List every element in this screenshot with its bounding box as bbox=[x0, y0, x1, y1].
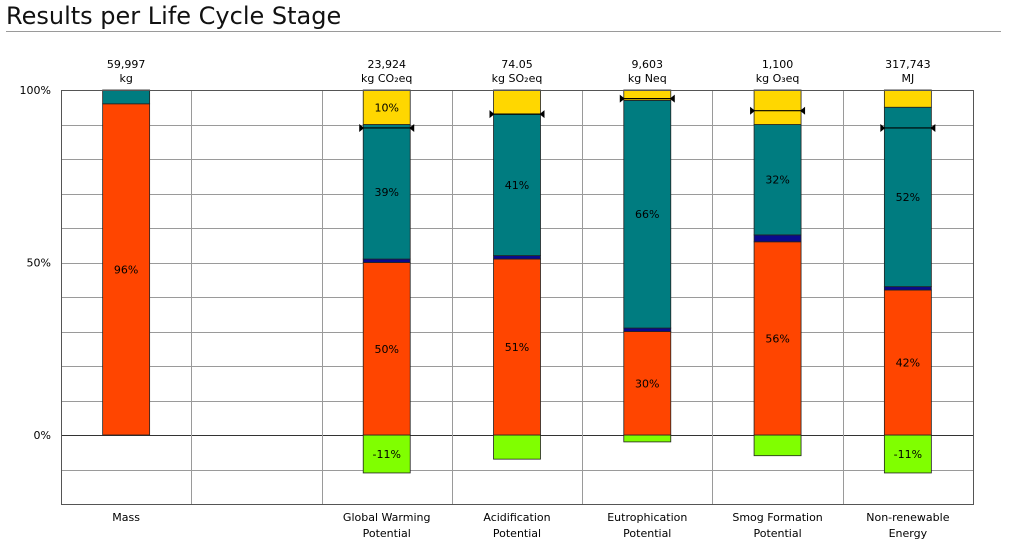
bar-segment-acidification-red bbox=[493, 258, 541, 436]
marker-arrow-left-non-renewable-energy bbox=[880, 123, 886, 132]
category-unit-non-renewable-energy: MJ bbox=[901, 72, 914, 85]
category-total-eutrophication: 9,603 bbox=[632, 58, 664, 71]
x-tick-label-acidification: Potential bbox=[493, 527, 541, 540]
segment-label-mass-red: 96% bbox=[114, 263, 138, 276]
x-tick-label-non-renewable-energy: Non-renewable bbox=[866, 511, 949, 524]
marker-arrow-left-global-warming bbox=[359, 123, 365, 132]
category-total-mass: 59,997 bbox=[107, 58, 146, 71]
y-tick-label: 50% bbox=[27, 257, 51, 270]
bar-segment-global-warming-teal bbox=[362, 124, 411, 260]
bar-segment-non-renewable-energy-teal bbox=[883, 106, 932, 288]
x-tick-label-eutrophication: Eutrophication bbox=[607, 511, 687, 524]
category-unit-global-warming: kg CO₂eq bbox=[361, 72, 412, 85]
category-total-non-renewable-energy: 317,743 bbox=[885, 58, 931, 71]
bar-segment-non-renewable-energy-yellow bbox=[883, 89, 932, 108]
segment-label-acidification-red: 51% bbox=[505, 341, 529, 354]
bar-segment-non-renewable-energy-navy bbox=[883, 286, 932, 291]
x-tick-label-eutrophication: Potential bbox=[623, 527, 671, 540]
plot-border bbox=[61, 90, 974, 505]
marker-arrow-left-acidification bbox=[489, 110, 495, 119]
bar-segment-eutrophication-teal bbox=[623, 99, 672, 329]
segment-label-eutrophication-teal: 66% bbox=[635, 208, 659, 221]
segment-label-global-warming-yellow: 10% bbox=[374, 101, 398, 114]
bar-segment-acidification-yellow bbox=[493, 89, 541, 115]
bar-segment-mass-teal bbox=[102, 89, 151, 105]
page-title: Results per Life Cycle Stage bbox=[6, 2, 342, 30]
segment-label-non-renewable-energy-teal: 52% bbox=[896, 191, 920, 204]
segment-label-non-renewable-energy-green: -11% bbox=[894, 448, 922, 461]
bar-segment-smog-formation-teal bbox=[753, 124, 802, 236]
segment-label-global-warming-teal: 39% bbox=[374, 186, 398, 199]
bar-segment-eutrophication-navy bbox=[623, 327, 672, 332]
segment-label-non-renewable-energy-red: 42% bbox=[896, 357, 920, 370]
x-tick-label-acidification: Acidification bbox=[483, 511, 550, 524]
x-tick-label-smog-formation: Potential bbox=[753, 527, 801, 540]
marker-arrow-right-eutrophication bbox=[669, 94, 675, 103]
segment-label-acidification-teal: 41% bbox=[505, 179, 529, 192]
bar-segment-global-warming-yellow bbox=[362, 89, 411, 125]
category-unit-acidification: kg SO₂eq bbox=[492, 72, 543, 85]
bar-segment-acidification-green bbox=[493, 434, 541, 460]
marker-arrow-left-eutrophication bbox=[619, 94, 625, 103]
category-total-smog-formation: 1,100 bbox=[762, 58, 794, 71]
bar-segment-eutrophication-red bbox=[623, 331, 672, 436]
segment-label-eutrophication-red: 30% bbox=[635, 377, 659, 390]
x-tick-label-smog-formation: Smog Formation bbox=[732, 511, 822, 524]
marker-arrow-right-smog-formation bbox=[800, 106, 806, 115]
y-tick-label: 100% bbox=[20, 84, 51, 97]
bar-segment-smog-formation-navy bbox=[753, 234, 802, 243]
title-divider bbox=[6, 31, 1001, 32]
category-total-acidification: 74.05 bbox=[501, 58, 533, 71]
bar-segment-eutrophication-green bbox=[623, 434, 672, 443]
bar-segment-global-warming-navy bbox=[362, 258, 411, 263]
segment-label-smog-formation-teal: 32% bbox=[765, 174, 789, 187]
bar-segment-global-warming-red bbox=[362, 262, 411, 436]
x-tick-label-global-warming: Potential bbox=[363, 527, 411, 540]
bar-segment-acidification-teal bbox=[493, 113, 541, 256]
segment-label-smog-formation-red: 56% bbox=[765, 332, 789, 345]
plot-frame bbox=[61, 90, 974, 505]
segment-label-global-warming-red: 50% bbox=[374, 343, 398, 356]
marker-arrow-right-global-warming bbox=[409, 123, 415, 132]
category-unit-mass: kg bbox=[119, 72, 132, 85]
segment-label-global-warming-green: -11% bbox=[373, 448, 401, 461]
x-tick-label-non-renewable-energy: Energy bbox=[889, 527, 928, 540]
bar-segment-smog-formation-green bbox=[753, 434, 802, 457]
bar-segment-smog-formation-red bbox=[753, 241, 802, 436]
category-unit-eutrophication: kg Neq bbox=[628, 72, 667, 85]
marker-arrow-right-non-renewable-energy bbox=[930, 123, 936, 132]
bars bbox=[102, 89, 936, 474]
bar-segment-acidification-navy bbox=[493, 255, 541, 260]
bar-segment-smog-formation-yellow bbox=[753, 89, 802, 125]
x-tick-label-global-warming: Global Warming bbox=[343, 511, 431, 524]
x-tick-label-mass: Mass bbox=[112, 511, 140, 524]
y-tick-label: 0% bbox=[34, 429, 51, 442]
marker-arrow-right-acidification bbox=[539, 110, 545, 119]
marker-arrow-left-smog-formation bbox=[750, 106, 756, 115]
category-unit-smog-formation: kg O₃eq bbox=[756, 72, 800, 85]
category-total-global-warming: 23,924 bbox=[367, 58, 406, 71]
